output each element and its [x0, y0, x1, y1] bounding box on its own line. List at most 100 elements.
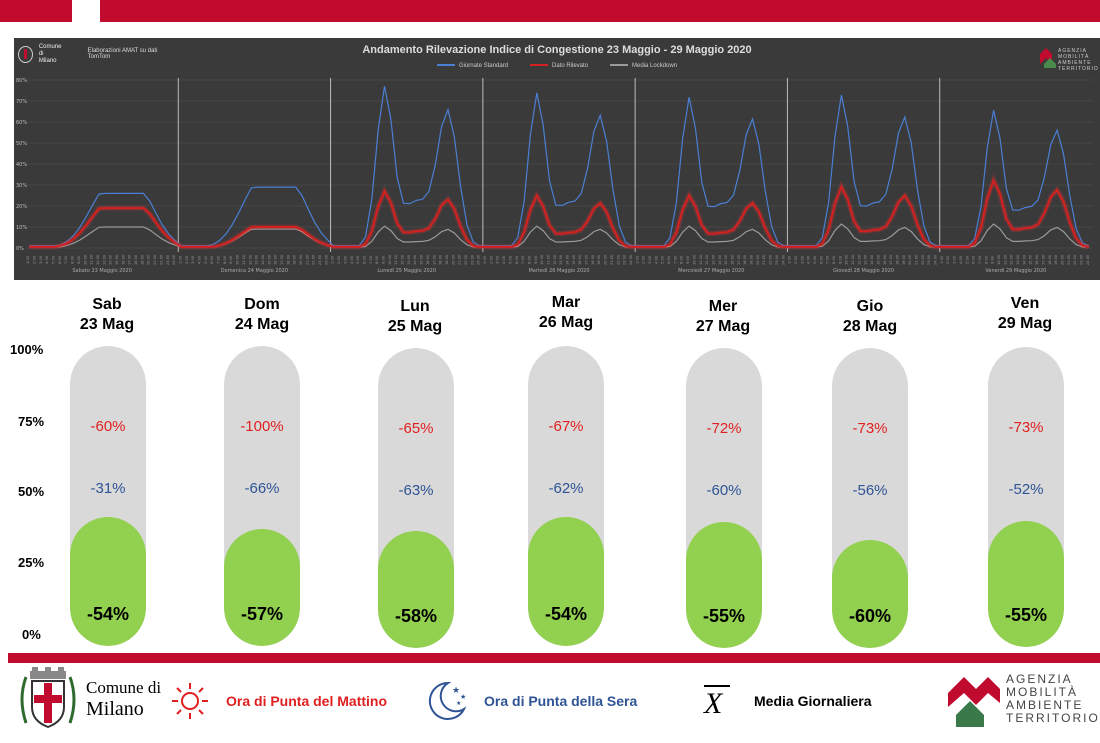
- hour-tick: 21:00: [1067, 255, 1071, 265]
- hour-tick: 5:00: [204, 256, 208, 264]
- hour-tick: 6:00: [210, 256, 214, 264]
- hour-tick: 22:00: [312, 255, 316, 265]
- hour-tick: 2:00: [642, 256, 646, 264]
- top-accent-bar-left: [0, 0, 72, 22]
- hour-tick: 10:00: [997, 255, 1001, 265]
- day-axis-label: Sabato 23 Maggio 2020: [72, 268, 132, 274]
- hour-tick: 15:00: [724, 255, 728, 265]
- hour-tick: 13:00: [864, 255, 868, 265]
- gauge-pill-6: [988, 347, 1064, 647]
- amat-line-1: AGENZIA: [1006, 672, 1073, 686]
- hour-tick: 20:00: [908, 255, 912, 265]
- hour-tick: 16:00: [426, 255, 430, 265]
- hour-tick: 3:00: [953, 256, 957, 264]
- daily-change-5: -60%: [848, 606, 892, 626]
- hour-tick: 22:00: [921, 255, 925, 265]
- morning-change-6: -73%: [1008, 419, 1044, 436]
- hour-tick: 5:00: [813, 256, 817, 264]
- mini-ytick: 80%: [16, 78, 27, 84]
- hour-tick: 14:00: [1022, 255, 1026, 265]
- amat-line-3: AMBIENTE: [1006, 698, 1084, 712]
- hour-tick: 11:00: [851, 255, 855, 265]
- hour-tick: 11:00: [242, 255, 246, 265]
- morning-change-1: -100%: [240, 418, 284, 435]
- gauge-fill-daily: [832, 540, 908, 648]
- hour-tick: 13:00: [255, 255, 259, 265]
- gauge-fill-daily: [528, 517, 604, 646]
- hour-tick: 22:00: [159, 255, 163, 265]
- hour-tick: 14:00: [870, 255, 874, 265]
- hour-tick: 23:00: [927, 255, 931, 265]
- hour-tick: 5:00: [508, 256, 512, 264]
- daily-change-0: -54%: [86, 604, 130, 624]
- hour-tick: 5:00: [52, 256, 56, 264]
- morning-change-3: -67%: [548, 418, 584, 435]
- series-line-1: [29, 177, 1090, 248]
- hour-tick: 16:00: [121, 255, 125, 265]
- hour-tick: 11:00: [699, 255, 703, 265]
- hour-tick: 15:00: [420, 255, 424, 265]
- day-header-6: Ven 29 Mag: [997, 295, 1053, 332]
- morning-change-4: -72%: [706, 420, 742, 437]
- day-header-3: Mar 26 Mag: [538, 294, 594, 331]
- hour-tick: 24:00: [324, 255, 328, 265]
- footer-comune-logo: Comune di Milano: [16, 667, 161, 731]
- svg-text:★: ★: [460, 693, 466, 701]
- series-glow-rilevato: [29, 173, 1090, 250]
- hour-tick: 8:00: [984, 256, 988, 264]
- hour-tick: 8:00: [71, 256, 75, 264]
- hour-tick: 2:00: [489, 256, 493, 264]
- congestion-line-chart-panel: 0% 10% 20% 30% 40% 50% 60% 70% 80% Sabato 23 Magg…: [14, 38, 1100, 280]
- hour-tick: 19:00: [293, 255, 297, 265]
- gauge-ytick-50: 50%: [18, 484, 45, 499]
- gauge-fill-daily: [686, 522, 762, 648]
- hour-tick: 15:00: [115, 255, 119, 265]
- evening-change-3: -62%: [548, 480, 584, 497]
- hour-tick: 23:00: [1079, 255, 1083, 265]
- hour-tick: 18:00: [134, 255, 138, 265]
- gauge-pill-4: [686, 348, 762, 648]
- gauge-pill-5: [832, 348, 908, 648]
- hour-tick: 13:00: [559, 255, 563, 265]
- hour-tick: 24:00: [934, 255, 938, 265]
- moon-stars-icon: ★ ★ ★: [428, 681, 467, 720]
- hour-tick: 21:00: [153, 255, 157, 265]
- panel-legend: Giornate Standard Dato Rilevato Media Lo…: [14, 63, 1100, 69]
- hour-tick: 23:00: [318, 255, 322, 265]
- hour-tick: 21:00: [762, 255, 766, 265]
- gauge-ytick-75: 75%: [18, 414, 45, 429]
- footer-morning-label: Ora di Punta del Mattino: [226, 693, 388, 709]
- daily-change-3: -54%: [544, 604, 588, 624]
- mini-ytick: 20%: [16, 204, 27, 210]
- hour-tick: 2:00: [33, 256, 37, 264]
- legend-item-lockdown: Media Lockdown: [610, 63, 677, 69]
- hour-tick: 8:00: [680, 256, 684, 264]
- hour-tick: 9:00: [838, 256, 842, 264]
- hour-tick: 8:00: [832, 256, 836, 264]
- hour-tick: 4:00: [197, 256, 201, 264]
- sun-icon: [172, 683, 208, 719]
- hour-tick: 21:00: [610, 255, 614, 265]
- hour-tick: 20:00: [147, 255, 151, 265]
- hour-tick: 17:00: [1041, 255, 1045, 265]
- day-axis-label: Giovedì 28 Maggio 2020: [833, 267, 894, 274]
- hour-tick: 16:00: [578, 255, 582, 265]
- hour-tick: 2:00: [185, 256, 189, 264]
- hour-tick: 4:00: [959, 256, 963, 264]
- top-accent-bar-right: [100, 0, 1100, 22]
- hour-tick: 18:00: [286, 255, 290, 265]
- hour-tick: 2:00: [794, 256, 798, 264]
- gauge-ytick-0: 0%: [22, 627, 41, 642]
- day-header-0: Sab 23 Mag: [79, 296, 135, 333]
- mini-ytick: 70%: [16, 99, 27, 105]
- amat-line-2: MOBILITÀ: [1006, 685, 1079, 699]
- hour-tick: 22:00: [769, 255, 773, 265]
- hour-tick: 24:00: [1086, 255, 1090, 265]
- hour-tick: 10:00: [540, 255, 544, 265]
- day-axis-label: Venerdì 29 Maggio 2020: [985, 267, 1046, 274]
- hour-tick: 17:00: [128, 255, 132, 265]
- hour-tick: 15:00: [876, 255, 880, 265]
- hour-tick: 12:00: [248, 255, 252, 265]
- hour-tick: 21:00: [915, 255, 919, 265]
- footer-amat-logo: AGENZIA MOBILITÀ AMBIENTE TERRITORIO: [946, 671, 1100, 727]
